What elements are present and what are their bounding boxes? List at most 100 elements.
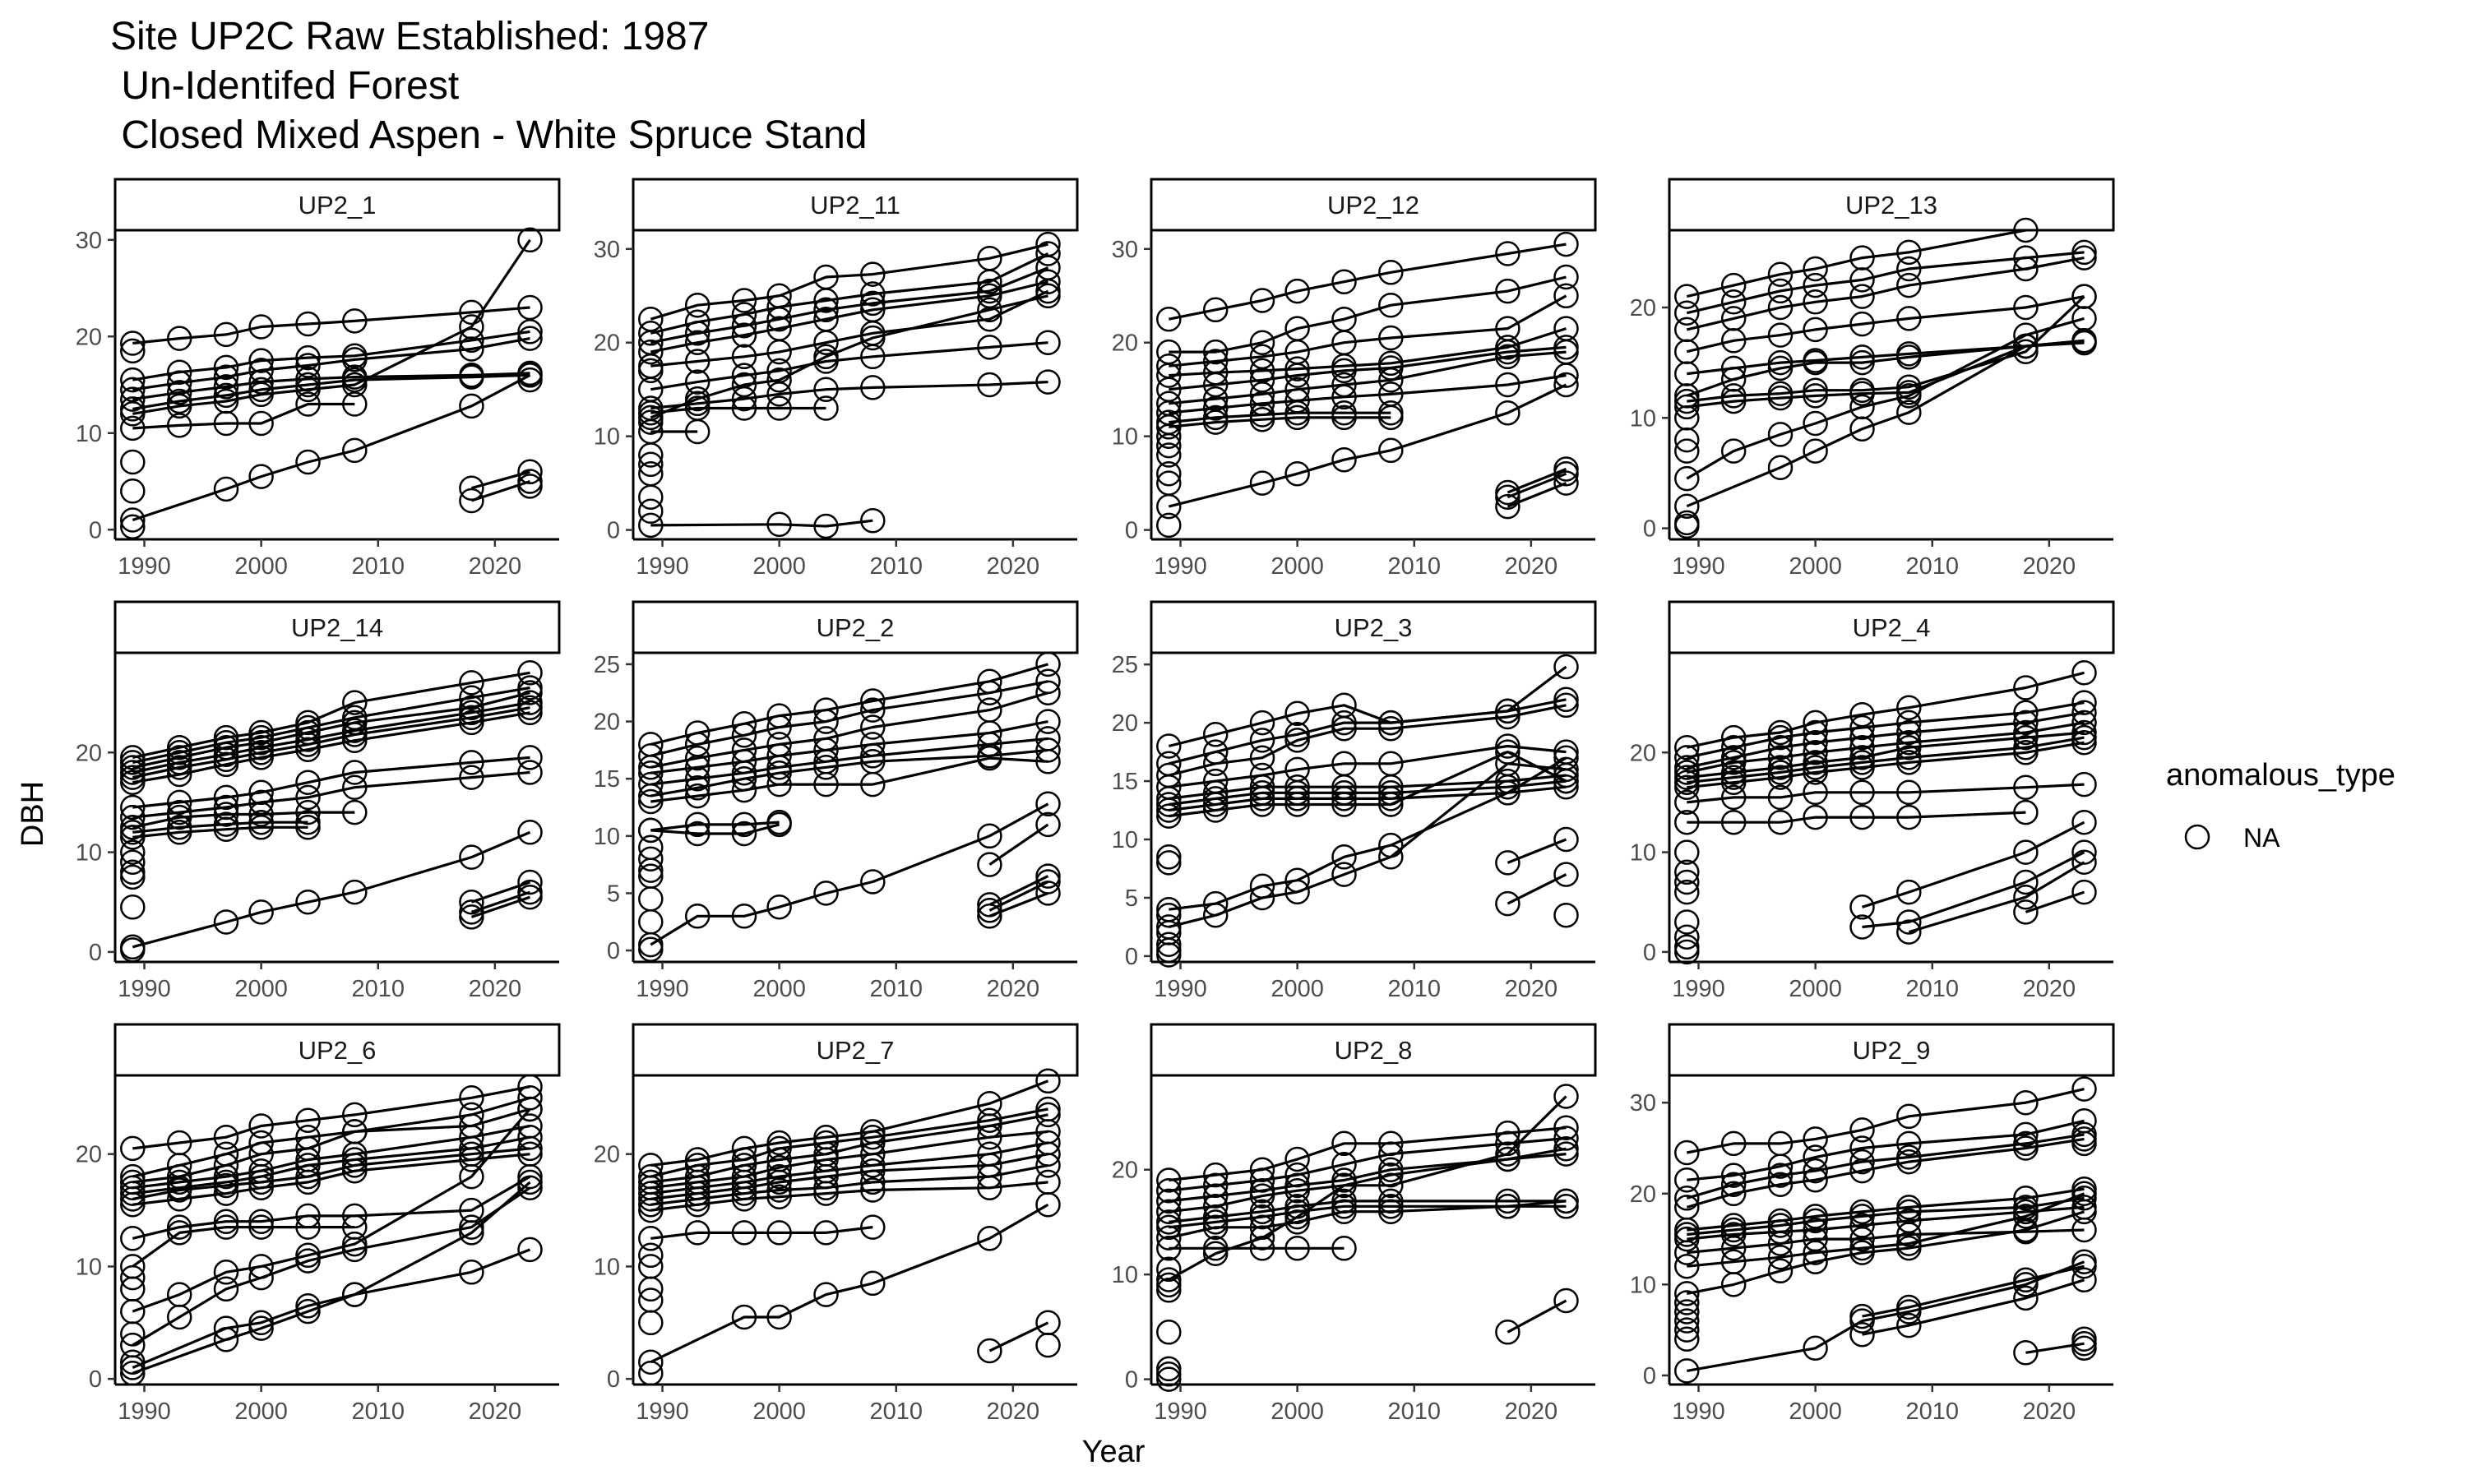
data-point (1674, 909, 1700, 935)
data-point (2013, 710, 2039, 736)
series-line (470, 479, 531, 502)
data-point (977, 306, 1002, 332)
data-point (1284, 278, 1310, 304)
data-point (1202, 1241, 1229, 1266)
y-tick-label: 0 (89, 940, 102, 966)
data-point (813, 513, 839, 539)
y-tick-label: 20 (594, 710, 620, 736)
data-point (295, 1163, 321, 1190)
facet-panel-up2-3: UP2_3 0 5 10 15 20 25 1990 2000 2010 2020 (1112, 600, 1597, 1002)
data-point (977, 297, 1002, 323)
x-tick-label: 1990 (1154, 976, 1207, 1002)
data-points (1674, 660, 2097, 965)
data-points (120, 227, 543, 539)
data-point (213, 476, 239, 502)
data-point (1495, 1130, 1520, 1157)
series-lines (1686, 229, 2085, 508)
data-point (1849, 714, 1875, 741)
data-point (1553, 756, 1579, 783)
data-point (1849, 344, 1875, 370)
data-point (1495, 493, 1520, 520)
series-line (1169, 345, 1567, 391)
series-line (132, 756, 530, 809)
x-tick-label: 2010 (351, 976, 405, 1002)
data-point (2013, 1340, 2039, 1366)
data-point (295, 727, 321, 752)
data-point (166, 734, 192, 760)
data-point (248, 1169, 274, 1195)
x-tick-label: 2000 (234, 553, 288, 580)
x-tick-label: 2000 (1789, 976, 1842, 1002)
series-line (650, 252, 1049, 335)
data-point (120, 820, 146, 845)
data-point (1378, 1188, 1404, 1214)
data-point (295, 1214, 321, 1240)
data-point (1674, 1253, 1700, 1279)
data-point (1720, 272, 1747, 298)
y-tick-label: 10 (76, 1254, 102, 1280)
data-point (1553, 902, 1579, 928)
data-point (1767, 1258, 1794, 1284)
series-line (132, 330, 530, 381)
data-point (1156, 1278, 1182, 1303)
series-line (1168, 243, 1567, 321)
y-tick-label: 15 (594, 766, 620, 793)
data-point (1674, 859, 1700, 885)
data-point (731, 723, 757, 748)
data-point (860, 344, 886, 370)
data-point (2071, 1199, 2097, 1225)
data-point (766, 1169, 792, 1195)
x-tick-label: 2020 (1505, 553, 1558, 580)
data-point (295, 1169, 321, 1195)
data-point (977, 372, 1002, 398)
data-point (1202, 1172, 1229, 1199)
data-point (977, 1163, 1002, 1190)
data-point (1156, 942, 1182, 968)
data-point (1767, 349, 1794, 376)
series-line (1862, 821, 2085, 908)
data-point (1553, 692, 1579, 719)
y-tick-label: 20 (594, 331, 620, 357)
data-point (860, 1214, 886, 1240)
data-point (1674, 465, 1700, 492)
series-line (132, 238, 531, 415)
data-point (1249, 792, 1275, 817)
data-point (1035, 811, 1061, 838)
series-line (650, 266, 1049, 344)
series-line (1169, 756, 1567, 911)
data-point (1803, 377, 1828, 403)
data-point (459, 685, 484, 710)
data-point (1156, 797, 1182, 823)
x-tick-label: 2020 (1505, 1398, 1558, 1425)
data-point (1495, 1146, 1520, 1172)
data-point (766, 511, 792, 538)
data-point (459, 1214, 484, 1240)
data-point (1495, 1188, 1520, 1214)
data-point (766, 1130, 792, 1156)
data-point (1553, 264, 1579, 290)
data-point (1720, 724, 1747, 751)
series-line (1686, 721, 2085, 774)
data-point (1849, 284, 1875, 309)
data-point (860, 743, 886, 769)
data-point (1202, 890, 1229, 917)
data-point (517, 1169, 543, 1195)
data-point (1202, 409, 1229, 435)
data-point (1495, 751, 1520, 777)
data-point (977, 1124, 1002, 1150)
data-point (166, 740, 192, 765)
data-point (1284, 867, 1310, 893)
x-tick-label: 2010 (869, 976, 923, 1002)
data-point (1803, 1335, 1828, 1361)
data-point (517, 869, 543, 895)
data-point (342, 774, 368, 800)
data-point (1156, 423, 1182, 449)
y-tick-label: 20 (1630, 295, 1656, 321)
data-point (1553, 1084, 1579, 1109)
data-point (1156, 306, 1182, 332)
series-line (1686, 251, 2085, 315)
y-tick-label: 10 (594, 1254, 620, 1280)
data-point (731, 777, 757, 803)
data-point (684, 1220, 710, 1246)
y-tick-label: 0 (1125, 1367, 1138, 1394)
